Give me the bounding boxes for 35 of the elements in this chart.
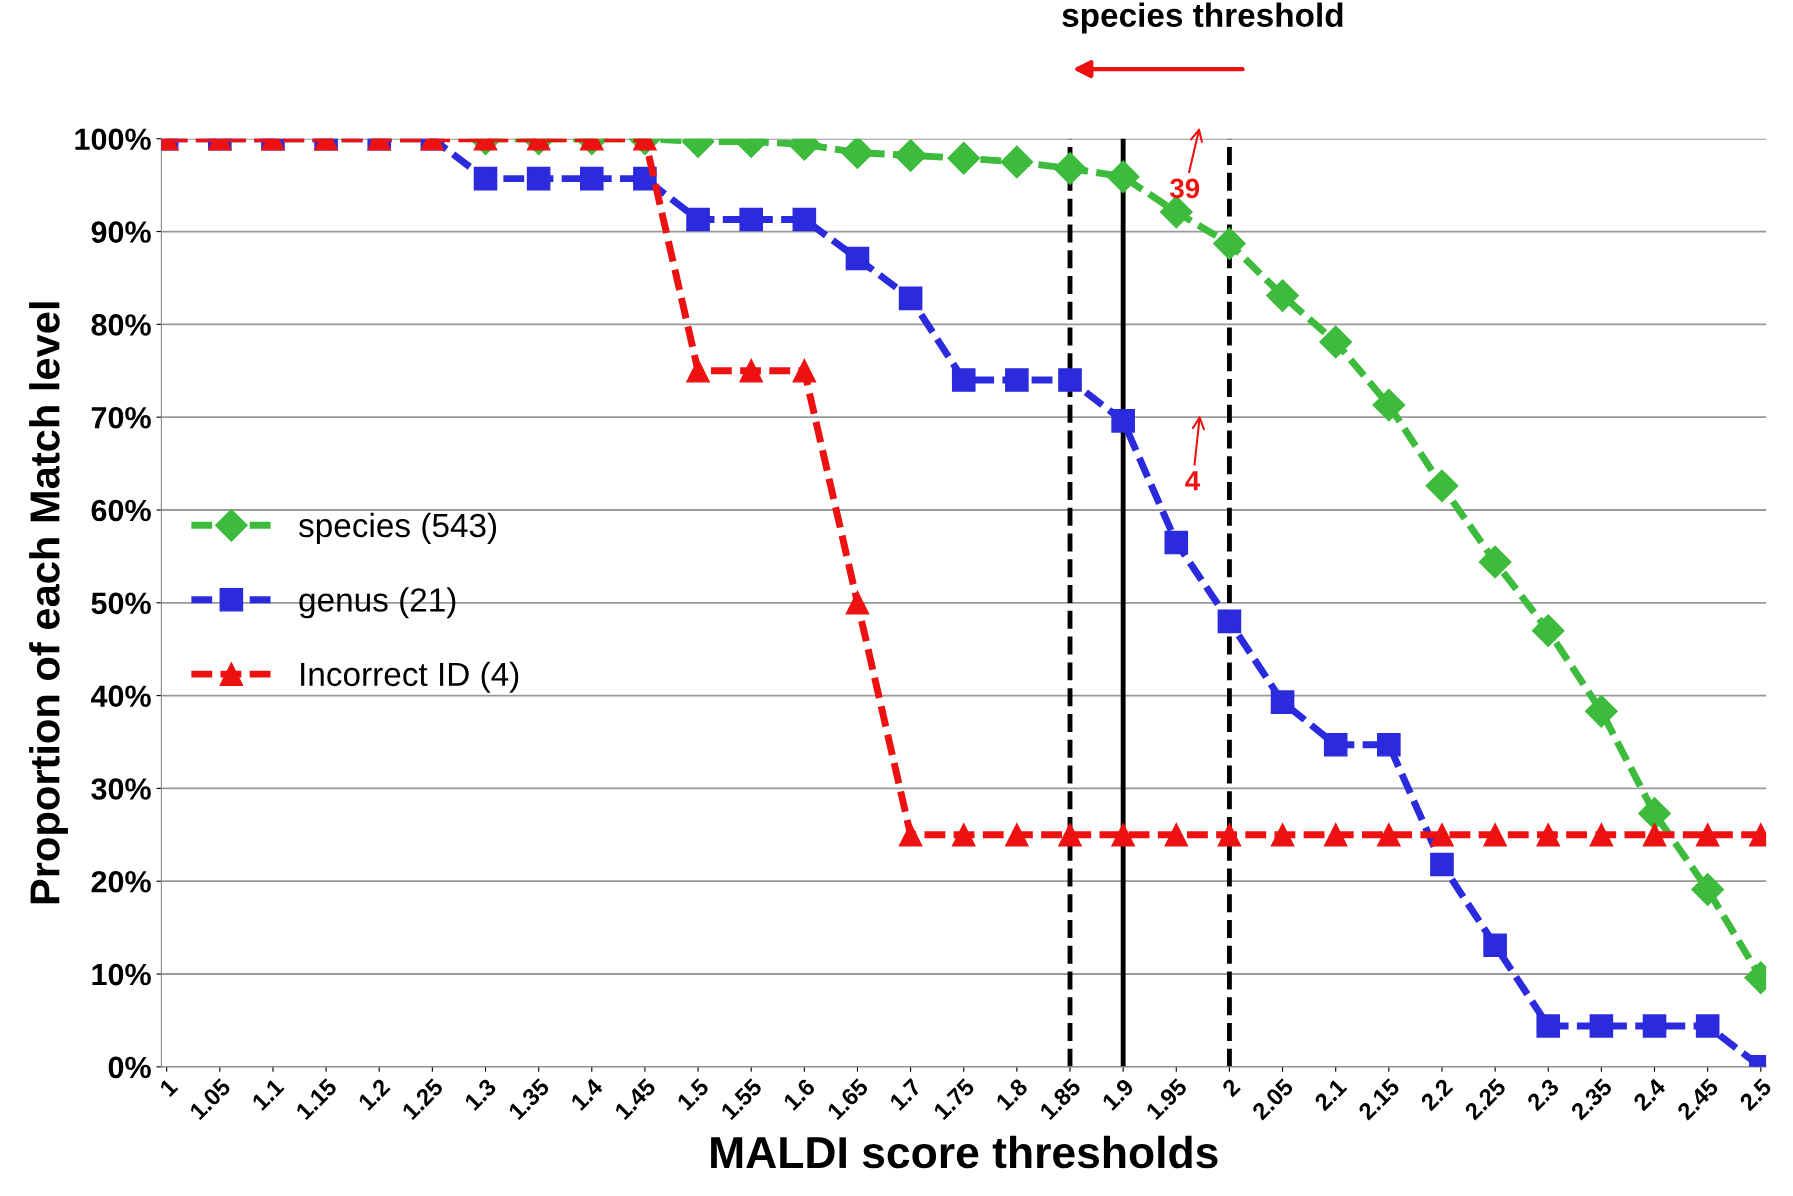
x-tick-label: 2.1	[1313, 1077, 1348, 1112]
x-tick-label: 2.2	[1419, 1077, 1454, 1112]
x-tick-label: 2.5	[1738, 1077, 1773, 1112]
y-tick-label: 30%	[91, 778, 151, 800]
y-tick-label: 10%	[92, 963, 151, 986]
text: species threshold	[1062, 2, 1343, 34]
y-tick-label: 40%	[90, 685, 151, 707]
y-tick-label: 0%	[108, 1056, 151, 1079]
x-tick-label: 1.7	[889, 1077, 922, 1111]
legend-label: genus (21)	[299, 587, 456, 619]
y-axis-title: Proportion of each Match level	[29, 302, 68, 904]
y-tick-label: 20%	[91, 870, 151, 893]
y-tick-label: 60%	[91, 499, 151, 522]
x-tick-label: 1.4	[570, 1077, 604, 1111]
x-tick-label: 2	[1221, 1077, 1241, 1098]
annotation: 39	[1169, 178, 1200, 199]
y-tick-label: 50%	[91, 592, 151, 615]
x-tick-label: 1.9	[1101, 1077, 1135, 1111]
x-tick-label: 1.1	[251, 1077, 285, 1111]
x-tick-label: 1.5	[676, 1077, 710, 1111]
y-tick-label: 70%	[91, 406, 151, 429]
x-tick-label: 1.8	[995, 1077, 1029, 1111]
legend-label: species (543)	[298, 512, 497, 544]
y-tick-label: 90%	[91, 221, 151, 243]
legend-label: Incorrect ID (4)	[301, 661, 519, 693]
x-axis-title: MALDI score thresholds	[711, 1135, 1218, 1169]
x-tick-label: 1.6	[782, 1077, 816, 1111]
y-tick-label: 100%	[75, 128, 151, 151]
x-tick-label: 2.4	[1632, 1077, 1667, 1112]
x-tick-label: 2.3	[1526, 1077, 1560, 1112]
annotation: 4	[1185, 471, 1201, 491]
y-tick-label: 80%	[91, 314, 151, 336]
x-tick-label: 1.3	[463, 1077, 498, 1111]
x-tick-label: 1	[159, 1077, 179, 1097]
x-tick-label: 1.2	[357, 1077, 391, 1111]
